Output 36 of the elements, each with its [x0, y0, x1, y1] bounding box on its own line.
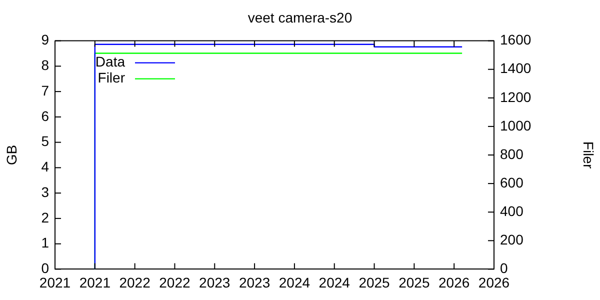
- x-tick-label: 2021: [39, 274, 71, 290]
- y2-tick-label: 0: [500, 260, 508, 276]
- y2-tick-label: 200: [500, 232, 524, 248]
- y2-tick-label: 800: [500, 146, 524, 162]
- y-tick-label: 7: [41, 82, 50, 98]
- chart-title: veet camera-s20: [248, 9, 352, 26]
- x-tick-label: 2023: [199, 274, 230, 290]
- y2-tick-label: 600: [500, 174, 524, 190]
- x-tick-label: 2024: [318, 274, 350, 290]
- y-axis-title: GB: [3, 144, 20, 166]
- y-tick-label: 3: [41, 184, 50, 200]
- x-tick-label: 2024: [278, 274, 310, 290]
- x-tick-label: 2022: [119, 274, 151, 290]
- x-tick-label: 2021: [79, 274, 111, 290]
- y-tick-label: 1: [41, 234, 50, 251]
- x-tick-label: 2026: [478, 274, 510, 290]
- x-tick-label: 2022: [159, 274, 191, 290]
- x-tick-label: 2026: [438, 274, 470, 290]
- legend-label: Data: [95, 54, 126, 70]
- y-tick-label: 9: [41, 32, 50, 48]
- y-tick-label: 2: [41, 209, 50, 226]
- y-tick-label: 4: [41, 158, 50, 175]
- y2-tick-label: 1000: [500, 117, 532, 134]
- y-tick-label: 6: [41, 108, 50, 124]
- y-tick-label: 5: [41, 133, 50, 150]
- y-tick-label: 8: [41, 57, 50, 74]
- x-tick-label: 2025: [358, 274, 390, 290]
- y2-tick-label: 1200: [500, 88, 532, 105]
- legend-label: Filer: [98, 70, 126, 86]
- y2-axis-title: Filer: [580, 141, 597, 169]
- x-tick-label: 2023: [238, 274, 270, 290]
- x-tick-label: 2025: [398, 274, 430, 290]
- y-tick-label: 0: [41, 260, 50, 276]
- y2-tick-label: 1400: [500, 60, 532, 76]
- y2-tick-label: 1600: [500, 32, 532, 48]
- y2-tick-label: 400: [500, 202, 524, 219]
